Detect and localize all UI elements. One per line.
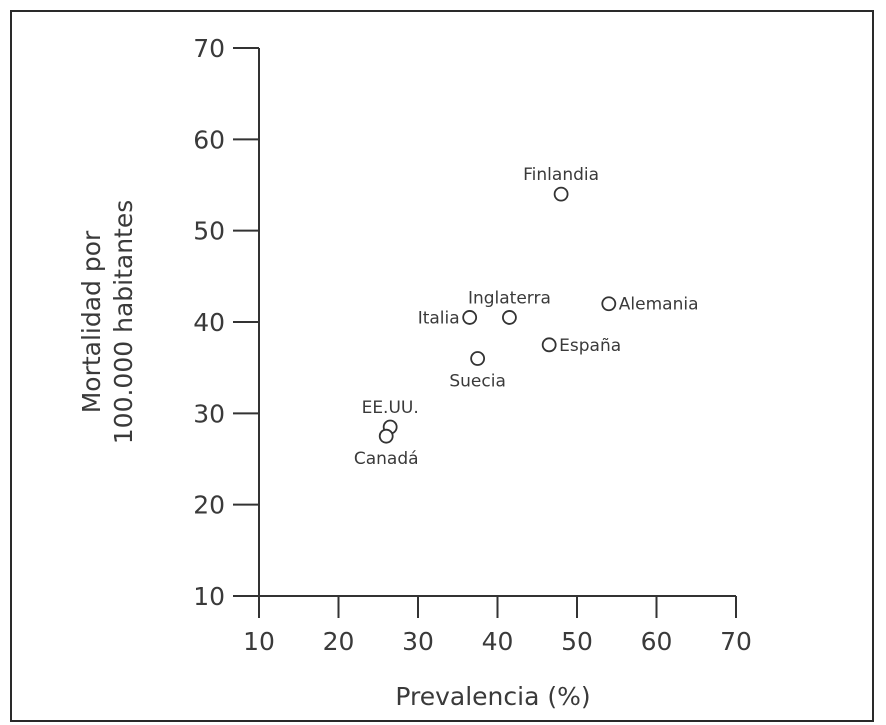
point-label: Suecia: [449, 372, 506, 392]
y-tick-label: 40: [193, 308, 225, 337]
x-tick-label: 70: [720, 627, 752, 656]
point-label: EE.UU.: [362, 398, 419, 418]
y-tick-label: 70: [193, 34, 225, 63]
data-points: Finlandia Alemania Inglaterra Italia España S…: [354, 165, 699, 469]
point-label: Canadá: [354, 449, 419, 469]
x-tick-label: 50: [561, 627, 593, 656]
x-tick-label: 30: [402, 627, 434, 656]
x-tick-label: 40: [482, 627, 514, 656]
y-tick-label: 10: [193, 582, 225, 611]
y-tick-label: 60: [193, 125, 225, 154]
point-label: España: [559, 336, 621, 356]
y-tick-label: 30: [193, 399, 225, 428]
y-ticks: 10 20 30 40 50 60 70: [193, 34, 259, 611]
point-label: Inglaterra: [468, 288, 551, 308]
x-tick-label: 20: [323, 627, 355, 656]
point-label: Alemania: [619, 295, 699, 315]
point-label: Italia: [418, 308, 460, 328]
y-tick-label: 20: [193, 491, 225, 520]
data-point: [502, 310, 517, 325]
data-point: [462, 310, 478, 325]
x-tick-label: 60: [641, 627, 673, 656]
data-point: [601, 296, 617, 312]
y-axis-label-line1: Mortalidad por: [77, 230, 106, 413]
x-tick-label: 10: [243, 627, 275, 656]
y-axis-label-line2: 100.000 habitantes: [109, 200, 138, 444]
x-axis-label: Prevalencia (%): [395, 682, 590, 711]
data-point: [470, 351, 486, 366]
axes: [258, 48, 736, 597]
data-point: [378, 428, 394, 444]
data-point: [541, 337, 557, 353]
chart-frame: [10, 10, 874, 722]
x-ticks: 10 20 30 40 50 60 70: [243, 596, 752, 656]
y-tick-label: 50: [193, 217, 225, 246]
data-point: [553, 186, 569, 202]
point-label: Finlandia: [523, 165, 599, 185]
